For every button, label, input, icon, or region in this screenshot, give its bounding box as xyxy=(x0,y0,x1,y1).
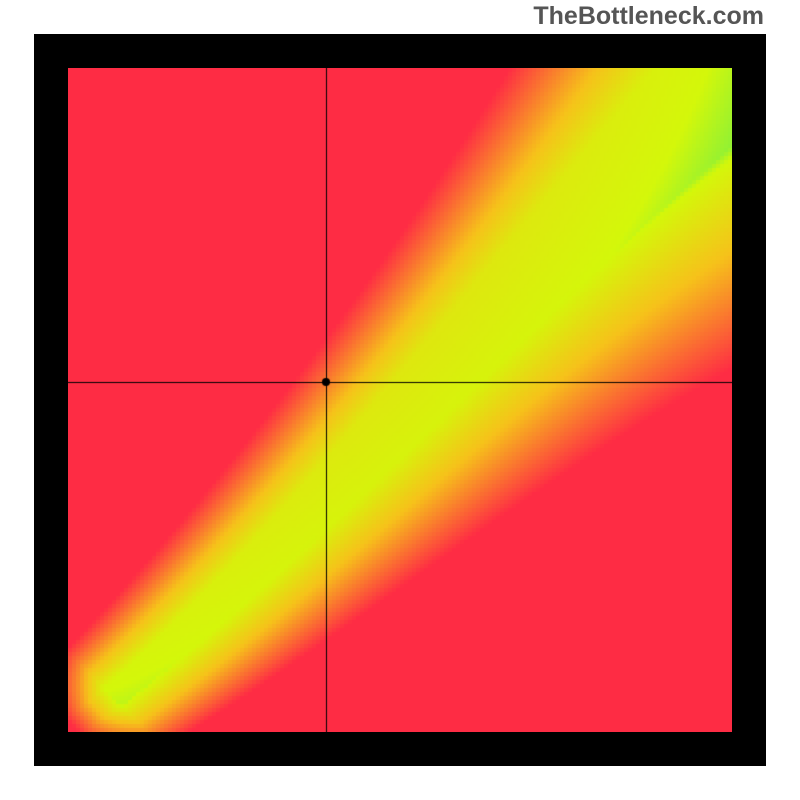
watermark-text: TheBottleneck.com xyxy=(533,2,764,31)
chart-border xyxy=(34,34,766,766)
